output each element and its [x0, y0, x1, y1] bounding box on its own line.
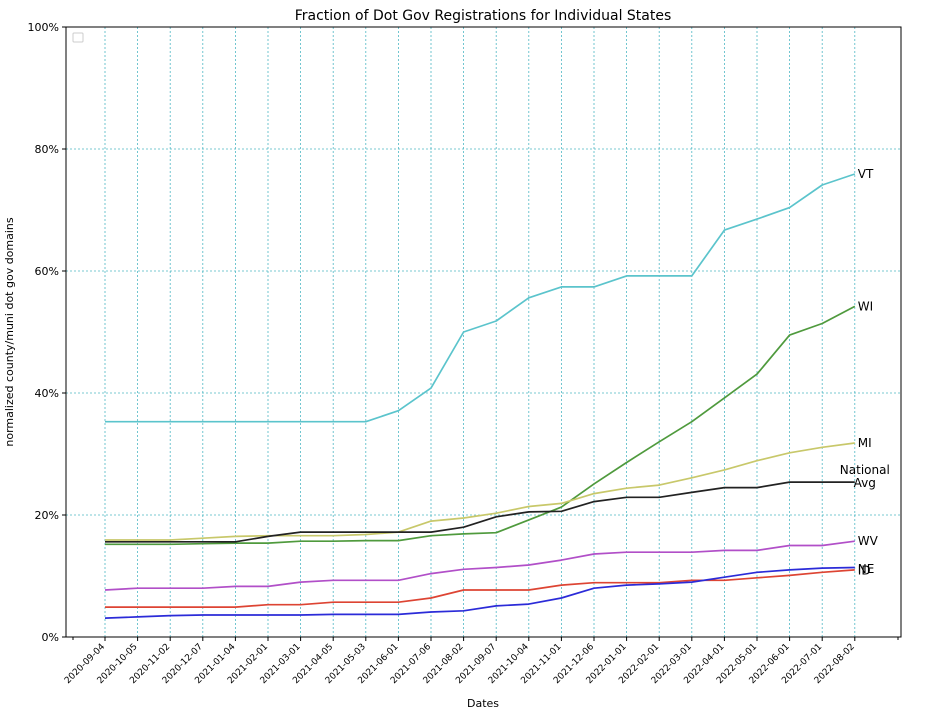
y-tick-label: 0% — [42, 631, 59, 644]
series-line-national-avg — [105, 481, 855, 543]
y-tick-label: 80% — [35, 143, 59, 156]
series-line-id — [104, 566, 855, 619]
chart-title: Fraction of Dot Gov Registrations for In… — [295, 8, 672, 24]
legend-box — [72, 32, 84, 43]
x-axis-label: Dates — [467, 697, 499, 710]
series-label: VT — [858, 167, 874, 181]
series-line-wi — [105, 305, 856, 546]
series-line-vt — [105, 173, 856, 423]
series-label: NE — [858, 562, 875, 576]
series-lines — [104, 173, 856, 619]
y-tick-label: 20% — [35, 509, 59, 522]
series-label: ID — [858, 563, 871, 577]
series-label: National — [840, 463, 890, 477]
series-label: Avg — [854, 476, 876, 490]
series-label: WV — [858, 534, 879, 548]
series-line-mi — [105, 442, 855, 541]
series-label: MI — [858, 436, 872, 450]
y-tick-label: 40% — [35, 387, 59, 400]
y-tick-label: 60% — [35, 265, 59, 278]
series-line-ne — [105, 569, 855, 608]
y-tick-label: 100% — [28, 21, 59, 34]
plot-frame — [65, 26, 902, 638]
y-axis: 0% 20% 40% 60% 80% 100% — [28, 21, 66, 644]
y-axis-label: normalized county/muni dot gov domains — [3, 217, 16, 447]
series-label: WI — [858, 299, 873, 313]
series-line-wv — [104, 540, 855, 591]
